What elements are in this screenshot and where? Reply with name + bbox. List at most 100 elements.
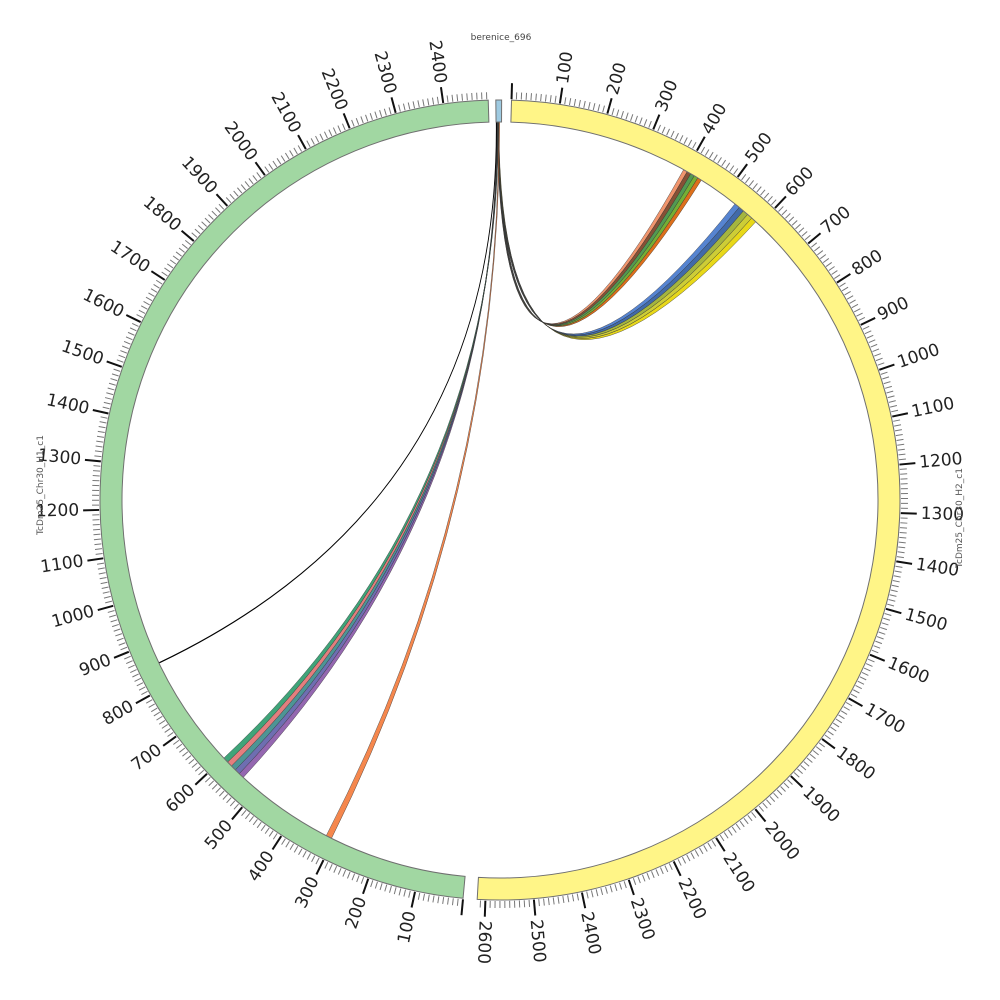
minor-tick <box>778 206 784 212</box>
minor-tick <box>201 221 208 227</box>
tick-label: 200 <box>603 60 631 97</box>
minor-tick <box>886 390 894 394</box>
segments-layer <box>99 99 901 901</box>
minor-tick <box>614 884 618 892</box>
major-tick <box>900 512 917 515</box>
minor-tick <box>875 640 883 645</box>
minor-tick <box>595 889 599 897</box>
tick-label: 1700 <box>861 699 908 738</box>
minor-tick <box>800 764 807 771</box>
minor-tick <box>840 710 848 715</box>
minor-tick <box>379 110 383 118</box>
major-tick <box>715 837 726 852</box>
minor-tick <box>884 385 892 389</box>
segment-berenice[interactable] <box>495 99 503 123</box>
link-ribbon <box>158 121 497 664</box>
minor-tick <box>466 93 468 101</box>
minor-tick <box>422 99 425 107</box>
minor-tick <box>176 743 183 749</box>
minor-tick <box>881 622 889 626</box>
minor-tick <box>687 139 693 147</box>
minor-tick <box>630 114 634 122</box>
minor-tick <box>890 589 898 593</box>
minor-tick <box>108 382 116 386</box>
minor-tick <box>351 873 356 881</box>
minor-tick <box>173 739 180 745</box>
minor-tick <box>94 455 102 458</box>
minor-tick <box>586 891 589 899</box>
minor-tick <box>215 207 221 214</box>
minor-tick <box>181 243 188 249</box>
segment-h2[interactable] <box>476 99 901 901</box>
minor-tick <box>592 103 596 111</box>
minor-tick <box>741 174 747 181</box>
minor-tick <box>735 823 741 831</box>
minor-tick <box>898 453 906 456</box>
minor-tick <box>758 805 764 812</box>
minor-tick <box>773 792 779 799</box>
minor-tick <box>540 94 542 102</box>
minor-tick <box>609 885 613 893</box>
minor-tick <box>148 703 155 708</box>
minor-tick <box>783 782 790 789</box>
minor-tick <box>293 147 298 155</box>
minor-tick <box>95 552 103 555</box>
minor-tick <box>694 850 700 857</box>
minor-tick <box>285 841 290 848</box>
minor-tick <box>153 284 160 289</box>
minor-tick <box>859 676 867 681</box>
major-tick <box>860 317 876 326</box>
minor-tick <box>793 772 800 778</box>
major-tick <box>483 900 487 917</box>
minor-tick <box>229 800 236 807</box>
major-tick <box>180 229 195 242</box>
minor-tick <box>699 847 704 855</box>
minor-tick <box>169 259 177 265</box>
minor-tick <box>248 178 254 185</box>
minor-tick <box>896 556 904 559</box>
minor-tick <box>100 581 108 585</box>
tick-label: 2100 <box>266 89 304 137</box>
minor-tick <box>620 110 624 118</box>
minor-tick <box>94 548 103 551</box>
minor-tick <box>97 567 105 570</box>
minor-tick <box>389 885 392 893</box>
minor-tick <box>704 149 710 156</box>
minor-tick <box>625 112 629 120</box>
minor-tick <box>623 881 627 889</box>
minor-tick <box>874 353 881 357</box>
minor-tick <box>384 884 388 892</box>
minor-tick <box>651 871 655 878</box>
minor-tick <box>319 133 324 141</box>
minor-tick <box>578 99 581 107</box>
minor-tick <box>747 814 753 822</box>
minor-tick <box>95 445 103 448</box>
minor-tick <box>93 533 101 536</box>
minor-tick <box>562 895 565 904</box>
minor-tick <box>887 603 895 607</box>
major-tick <box>92 409 109 415</box>
minor-tick <box>853 689 860 694</box>
minor-tick <box>172 255 179 261</box>
minor-tick <box>670 130 675 138</box>
minor-tick <box>721 159 727 167</box>
minor-tick <box>306 853 311 860</box>
minor-tick <box>120 646 128 651</box>
minor-tick <box>751 811 757 819</box>
minor-tick <box>456 94 459 102</box>
minor-tick <box>528 899 531 907</box>
minor-tick <box>383 108 387 116</box>
minor-tick <box>835 718 843 724</box>
minor-tick <box>632 878 637 885</box>
minor-tick <box>264 166 270 173</box>
minor-tick <box>605 886 608 894</box>
minor-tick <box>887 395 895 399</box>
minor-tick <box>898 546 906 549</box>
minor-tick <box>167 732 174 737</box>
segment-h1[interactable] <box>99 99 490 899</box>
minor-tick <box>846 295 854 300</box>
minor-tick <box>858 316 866 321</box>
major-tick <box>106 360 123 368</box>
minor-tick <box>873 645 881 649</box>
